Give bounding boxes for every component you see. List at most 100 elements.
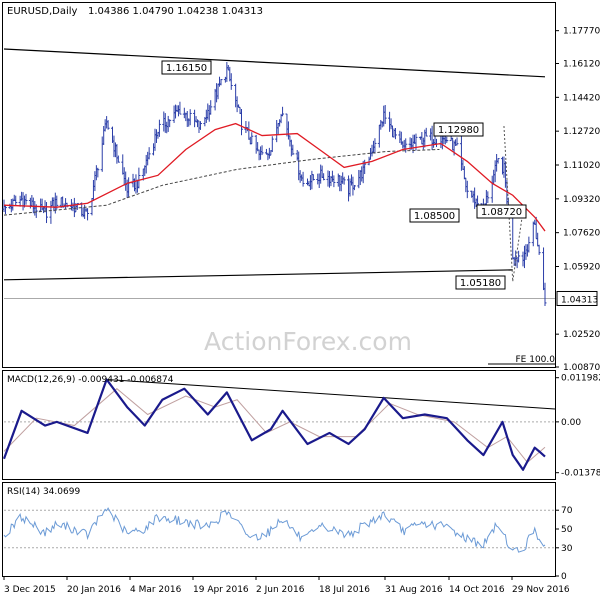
price-panel-frame [2, 2, 556, 368]
ohlc-bar [424, 127, 428, 137]
annotation-label: 1.08720 [481, 207, 522, 218]
trendline-upper [3, 48, 546, 78]
rsi-label: RSI(14) 34.0699 [7, 487, 80, 497]
ohlc-bar [291, 144, 295, 156]
ohlc-bar [496, 158, 500, 164]
ohlc-bar [281, 106, 285, 117]
ohlc-bar [24, 193, 28, 205]
macd-panel-frame [2, 370, 556, 480]
annotation-box [161, 60, 212, 75]
price-y-tick-label: 1.14420 [563, 93, 600, 103]
ohlc-bar [45, 202, 49, 224]
ohlc-bar [168, 119, 172, 128]
rsi-y-tick-label: 30 [561, 544, 573, 554]
macd-label: MACD(12,26,9) -0.009431 -0.006874 [7, 375, 174, 385]
fe-label: FE 100.0 [516, 355, 556, 365]
annotation-label: 1.12980 [438, 125, 479, 136]
ohlc-bar [383, 104, 387, 124]
ohlc-bar [322, 173, 326, 181]
ohlc-bar [517, 250, 521, 263]
annotation-box [409, 208, 460, 223]
ohlc-bar [240, 109, 244, 136]
price-y-tick-label: 1.11020 [563, 161, 600, 171]
ohlc-header: 1.04386 1.04790 1.04238 1.04313 [88, 6, 263, 17]
macd-y-tick-label: -0.013788 [561, 469, 600, 479]
x-tick-label: 18 Jul 2016 [319, 585, 370, 595]
ohlc-bar [209, 100, 213, 115]
ohlc-bar [393, 128, 397, 140]
price-layer: 1.16150 1.12980 1.08500 1.08720 1.05180 [2, 48, 555, 307]
annotation-label: 1.16150 [166, 63, 207, 74]
ohlc-bar [14, 195, 18, 206]
projection-line [503, 125, 514, 282]
ohlc-bar [157, 119, 161, 137]
macd-y-tick-label: 0.00 [561, 418, 581, 428]
current-price-label: 1.04313 [561, 295, 598, 305]
macd-y-tick-label: 0.011982 [561, 374, 600, 384]
annotation-box [433, 122, 484, 137]
ohlc-bar [250, 132, 254, 145]
ohlc-bar [332, 175, 336, 188]
ohlc-bar [260, 145, 264, 156]
ohlc-bar [404, 138, 408, 153]
ohlc-bar [455, 137, 459, 146]
ohlc-bar [445, 136, 449, 143]
ohlc-bar [486, 191, 490, 204]
ohlc-bar [311, 174, 315, 181]
rsi-y-tick-label: 70 [561, 506, 573, 516]
x-tick-label: 3 Dec 2015 [4, 585, 56, 595]
ohlc-bar [219, 79, 223, 86]
x-tick-label: 29 Nov 2016 [512, 585, 570, 595]
price-y-tick-label: 1.00870 [563, 363, 600, 373]
rsi-layer [3, 507, 555, 553]
ohlc-bar [188, 109, 192, 126]
x-tick-label: 2 Jun 2016 [256, 585, 305, 595]
x-tick-label: 19 Apr 2016 [193, 585, 249, 595]
ohlc-bar [86, 208, 90, 221]
annotation-label: 1.08500 [414, 211, 455, 222]
ohlc-bar [543, 282, 547, 307]
ohlc-bar [137, 167, 141, 189]
x-tick-label: 4 Mar 2016 [130, 585, 182, 595]
ohlc-bar [363, 159, 367, 175]
ohlc-bar [229, 73, 233, 90]
trendline-lower [3, 269, 513, 281]
current-price-box [556, 290, 598, 306]
ohlc-bar [270, 136, 274, 153]
macd-trendline [106, 378, 556, 410]
price-annotation: 1.16150 [161, 60, 212, 75]
price-annotation: 1.12980 [433, 122, 484, 137]
annotation-box [455, 275, 506, 290]
price-y-tick-label: 1.12720 [563, 127, 600, 137]
ohlc-bar [476, 195, 480, 206]
price-y-tick-label: 1.07620 [563, 229, 600, 239]
ohlc-bar [198, 121, 202, 130]
ohlc-bar [96, 167, 100, 178]
ohlc-bar [373, 138, 377, 154]
ohlc-bar [352, 185, 356, 191]
axes-layer: 1.17770 1.16120 1.14420 1.12720 1.11020 1.093… [3, 27, 600, 595]
price-y-tick-label: 1.09320 [563, 195, 600, 205]
rsi-y-tick-label: 0 [561, 572, 567, 582]
annotation-box [476, 204, 527, 219]
watermark: ActionForex.com [204, 327, 412, 356]
price-y-tick-label: 1.17770 [563, 27, 600, 37]
chart-title: EURUSD,Daily [7, 6, 78, 17]
x-tick-label: 20 Jan 2016 [67, 585, 121, 595]
ohlc-bar [178, 101, 182, 115]
ohlc-bar [537, 244, 541, 255]
ohlc-bar [106, 120, 110, 130]
price-annotation: 1.08720 [476, 204, 527, 219]
price-y-tick-label: 1.05920 [563, 262, 600, 272]
price-annotation: 1.05180 [455, 275, 506, 290]
ohlc-bar [465, 180, 469, 199]
ohlc-bar [147, 147, 151, 160]
ohlc-bar [116, 155, 120, 163]
x-tick-label: 31 Aug 2016 [385, 585, 443, 595]
macd-layer [2, 378, 556, 471]
x-tick-label: 14 Oct 2016 [449, 585, 505, 595]
rsi-line [3, 507, 546, 553]
ohlc-bar [527, 236, 531, 253]
